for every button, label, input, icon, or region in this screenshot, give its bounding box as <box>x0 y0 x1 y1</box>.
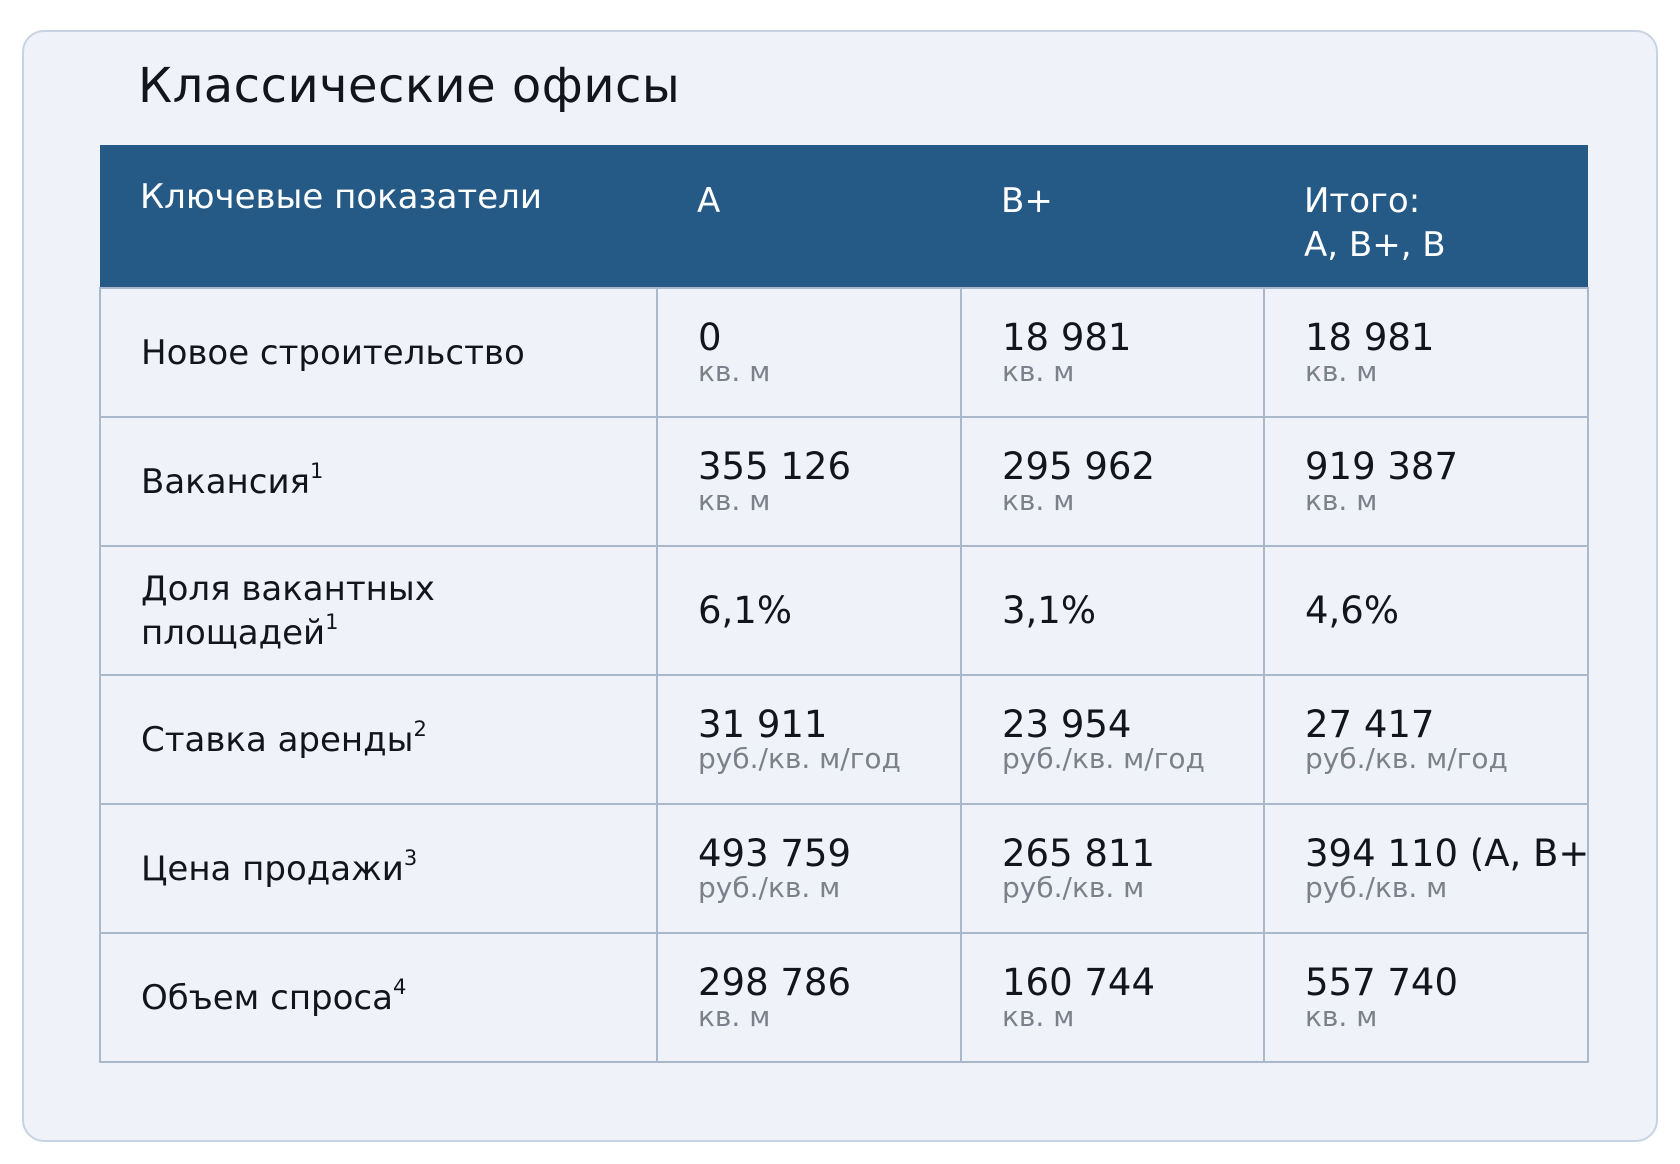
header-class-bplus: B+ <box>961 145 1264 288</box>
cell-value: 0 <box>698 315 722 359</box>
table-header-row: Ключевые показатели A B+ Итого: A, B+, B <box>100 145 1588 288</box>
cell-class-a: 298 786 кв. м <box>656 932 962 1063</box>
table-row-sale-price: Цена продажи3 493 759 руб./кв. м 265 811… <box>99 803 1589 934</box>
cell-unit: руб./кв. м <box>698 870 841 904</box>
cell-unit: руб./кв. м <box>1002 870 1145 904</box>
cell-class-bplus: 18 981 кв. м <box>960 287 1265 418</box>
cell-value: 355 126 <box>698 444 852 488</box>
cell-value: 493 759 <box>698 831 852 875</box>
cell-unit: руб./кв. м <box>1305 870 1448 904</box>
header-total: Итого: A, B+, B <box>1264 145 1588 288</box>
cell-unit: руб./кв. м/год <box>1002 741 1205 775</box>
table-row-demand-volume: Объем спроса4 298 786 кв. м 160 744 кв. … <box>99 932 1589 1063</box>
cell-value: 3,1% <box>1002 588 1096 632</box>
table-row-vacancy: Вакансия1 355 126 кв. м 295 962 кв. м 91… <box>99 416 1589 547</box>
cell-class-a: 493 759 руб./кв. м <box>656 803 962 934</box>
cell-value: 23 954 <box>1002 702 1132 746</box>
cell-value: 6,1% <box>698 588 792 632</box>
row-label: Вакансия1 <box>99 416 658 547</box>
cell-value: 18 981 <box>1305 315 1435 359</box>
cell-value: 919 387 <box>1305 444 1459 488</box>
cell-value: 394 110 (A, B+) <box>1305 831 1588 875</box>
cell-value: 31 911 <box>698 702 828 746</box>
table-row-rental-rate: Ставка аренды2 31 911 руб./кв. м/год 23 … <box>99 674 1589 805</box>
cell-class-bplus: 265 811 руб./кв. м <box>960 803 1265 934</box>
cell-unit: кв. м <box>1305 999 1378 1033</box>
cell-class-a: 6,1% <box>656 545 962 676</box>
row-label: Ставка аренды2 <box>99 674 658 805</box>
cell-value: 557 740 <box>1305 960 1459 1004</box>
cell-class-a: 355 126 кв. м <box>656 416 962 547</box>
header-total-line1: Итого: <box>1304 181 1421 221</box>
cell-value: 160 744 <box>1002 960 1156 1004</box>
cell-class-bplus: 3,1% <box>960 545 1265 676</box>
footnote-marker: 3 <box>403 845 418 870</box>
cell-class-a: 0 кв. м <box>656 287 962 418</box>
row-label: Цена продажи3 <box>99 803 658 934</box>
cell-total: 27 417 руб./кв. м/год <box>1263 674 1589 805</box>
footnote-marker: 1 <box>325 609 339 634</box>
header-total-line2: A, B+, B <box>1304 225 1446 265</box>
cell-class-a: 31 911 руб./кв. м/год <box>656 674 962 805</box>
cell-unit: руб./кв. м/год <box>1305 741 1508 775</box>
cell-unit: руб./кв. м/год <box>698 741 901 775</box>
cell-value: 295 962 <box>1002 444 1156 488</box>
cell-unit: кв. м <box>1002 354 1075 388</box>
cell-value: 265 811 <box>1002 831 1156 875</box>
cell-value: 298 786 <box>698 960 852 1004</box>
footnote-marker: 4 <box>392 974 407 999</box>
header-class-a: A <box>657 145 961 288</box>
page-title: Классические офисы <box>138 58 681 114</box>
cell-total: 394 110 (A, B+) руб./кв. м <box>1263 803 1589 934</box>
cell-total: 919 387 кв. м <box>1263 416 1589 547</box>
cell-class-bplus: 295 962 кв. м <box>960 416 1265 547</box>
cell-unit: кв. м <box>1305 483 1378 517</box>
cell-total: 4,6% <box>1263 545 1589 676</box>
footnote-marker: 1 <box>310 458 324 483</box>
cell-class-bplus: 160 744 кв. м <box>960 932 1265 1063</box>
row-label: Доля вакантных площадей1 <box>99 545 658 676</box>
cell-class-bplus: 23 954 руб./кв. м/год <box>960 674 1265 805</box>
cell-unit: кв. м <box>698 999 771 1033</box>
header-key-indicators: Ключевые показатели <box>100 145 657 288</box>
row-label: Объем спроса4 <box>99 932 658 1063</box>
cell-unit: кв. м <box>698 354 771 388</box>
cell-unit: кв. м <box>698 483 771 517</box>
cell-total: 18 981 кв. м <box>1263 287 1589 418</box>
table-row-vacancy-rate: Доля вакантных площадей1 6,1% 3,1% 4,6% <box>99 545 1589 676</box>
row-label: Новое строительство <box>99 287 658 418</box>
cell-value: 4,6% <box>1305 588 1399 632</box>
cell-value: 27 417 <box>1305 702 1435 746</box>
cell-unit: кв. м <box>1002 483 1075 517</box>
footnote-marker: 2 <box>413 716 427 741</box>
cell-total: 557 740 кв. м <box>1263 932 1589 1063</box>
cell-unit: кв. м <box>1305 354 1378 388</box>
metrics-table: Ключевые показатели A B+ Итого: A, B+, B… <box>99 145 1589 1063</box>
cell-value: 18 981 <box>1002 315 1132 359</box>
cell-unit: кв. м <box>1002 999 1075 1033</box>
table-row-new-construction: Новое строительство 0 кв. м 18 981 кв. м… <box>99 287 1589 418</box>
